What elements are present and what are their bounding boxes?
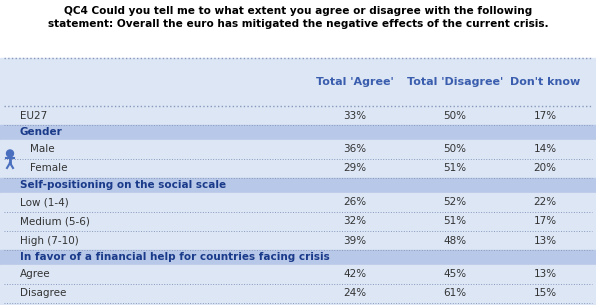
Text: 17%: 17% [533, 110, 557, 120]
Text: Agree: Agree [20, 269, 51, 279]
Bar [0, 193, 596, 212]
Text: 50%: 50% [443, 110, 467, 120]
Text: Total 'Disagree': Total 'Disagree' [407, 77, 503, 87]
Text: Don't know: Don't know [510, 77, 580, 87]
Bar [0, 159, 596, 178]
Text: 15%: 15% [533, 289, 557, 299]
Text: Disagree: Disagree [20, 289, 66, 299]
Text: 36%: 36% [343, 145, 367, 154]
Bar [0, 265, 596, 284]
Bar [0, 125, 596, 140]
Bar [0, 0, 596, 58]
Text: 42%: 42% [343, 269, 367, 279]
Bar [0, 140, 596, 159]
Text: Male: Male [30, 145, 55, 154]
Bar [0, 231, 596, 250]
Text: 52%: 52% [443, 197, 467, 207]
Text: 26%: 26% [343, 197, 367, 207]
Bar [0, 106, 596, 125]
Text: In favor of a financial help for countries facing crisis: In favor of a financial help for countri… [20, 253, 330, 263]
Text: 13%: 13% [533, 235, 557, 246]
Text: 22%: 22% [533, 197, 557, 207]
Text: 51%: 51% [443, 163, 467, 174]
Text: 39%: 39% [343, 235, 367, 246]
Text: QC4 Could you tell me to what extent you agree or disagree with the following
st: QC4 Could you tell me to what extent you… [48, 6, 548, 29]
Text: 14%: 14% [533, 145, 557, 154]
Bar [0, 178, 596, 193]
Text: 51%: 51% [443, 217, 467, 226]
Bar [0, 250, 596, 265]
Text: 17%: 17% [533, 217, 557, 226]
Text: 45%: 45% [443, 269, 467, 279]
Text: Low (1-4): Low (1-4) [20, 197, 69, 207]
Text: 48%: 48% [443, 235, 467, 246]
Text: 50%: 50% [443, 145, 467, 154]
Text: 24%: 24% [343, 289, 367, 299]
Text: 61%: 61% [443, 289, 467, 299]
Text: Female: Female [30, 163, 67, 174]
Circle shape [7, 150, 14, 157]
Bar [0, 58, 596, 305]
Text: Total 'Agree': Total 'Agree' [316, 77, 394, 87]
Text: 29%: 29% [343, 163, 367, 174]
Bar [0, 284, 596, 303]
Bar [0, 212, 596, 231]
Text: 33%: 33% [343, 110, 367, 120]
Text: 20%: 20% [533, 163, 557, 174]
Text: High (7-10): High (7-10) [20, 235, 79, 246]
Text: Medium (5-6): Medium (5-6) [20, 217, 90, 226]
Text: Self-positioning on the social scale: Self-positioning on the social scale [20, 181, 226, 190]
Text: EU27: EU27 [20, 110, 47, 120]
Text: Gender: Gender [20, 127, 63, 138]
Text: 32%: 32% [343, 217, 367, 226]
Text: 13%: 13% [533, 269, 557, 279]
